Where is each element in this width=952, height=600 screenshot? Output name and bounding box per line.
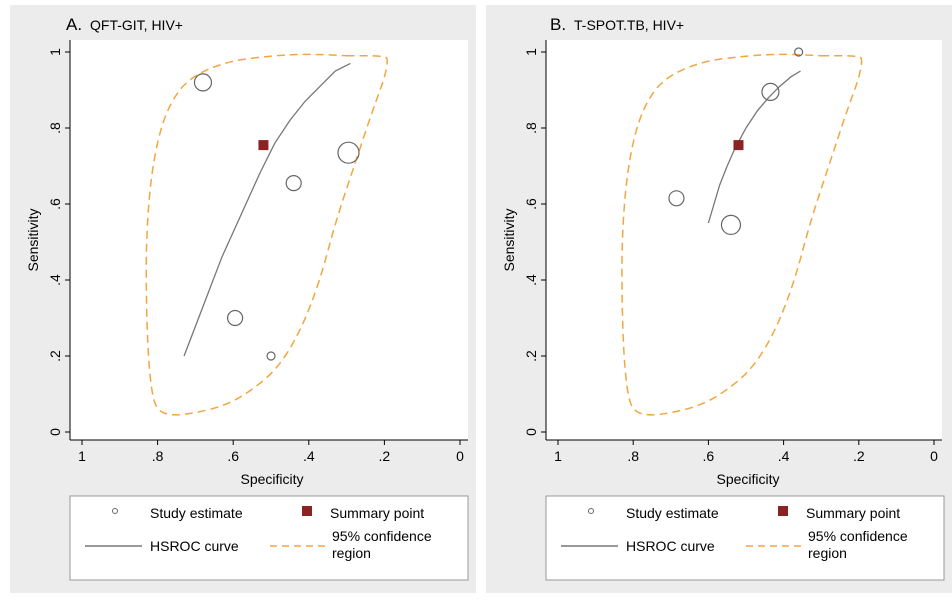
- study-point-a: [193, 73, 213, 92]
- legend-b-box: [545, 495, 945, 581]
- study-point-a: [337, 141, 360, 164]
- y-tick-label-b: 0: [523, 428, 539, 436]
- study-point-b: [668, 190, 685, 207]
- plot-a-area: [70, 40, 468, 440]
- x-tick-label-b: 1: [554, 448, 562, 464]
- chart-b-title-letter: B.: [550, 15, 566, 34]
- legend-b-summary-marker: [778, 506, 788, 516]
- confidence-region-a: [145, 53, 388, 416]
- x-tick-label-a: .8: [152, 448, 164, 464]
- x-tick-label-b: .8: [627, 448, 639, 464]
- summary-point-a: [258, 140, 269, 151]
- chart-b-title: T-SPOT.TB, HIV+: [574, 17, 684, 33]
- hsroc-curve-a: [183, 62, 351, 357]
- confidence-region-b: [621, 53, 863, 416]
- x-tick-label-b: .4: [778, 448, 790, 464]
- chart-a-ylabel: Sensitivity: [25, 208, 41, 271]
- y-tick-label-a: 0: [47, 428, 63, 436]
- chart-a-title-letter: A.: [66, 15, 82, 34]
- legend-b: Study estimate Summary point HSROC curve…: [545, 495, 945, 581]
- legend-a-study-marker: [112, 508, 118, 514]
- legend-b-study-marker: [588, 508, 594, 514]
- chart-a-xlabel: Specificity: [240, 471, 303, 487]
- y-tick-label-b: .2: [523, 350, 539, 362]
- x-tick-label-b: 0: [930, 448, 938, 464]
- legend-a-confidence-label-1: 95% confidence: [332, 528, 432, 544]
- x-tick-label-a: .2: [379, 448, 391, 464]
- y-tick-label-b: .8: [523, 122, 539, 134]
- x-tick-label-a: 0: [456, 448, 464, 464]
- y-tick-label-b: .4: [523, 274, 539, 286]
- y-tick-label-a: .8: [47, 122, 63, 134]
- study-point-b: [794, 47, 804, 57]
- legend-a-confidence-label-2: region: [332, 545, 371, 561]
- chart-a-svg: A. QFT-GIT, HIV+ Specificity Sensitivity…: [10, 5, 476, 593]
- chart-b-xlabel: Specificity: [716, 471, 779, 487]
- legend-a-summary-label: Summary point: [330, 505, 424, 521]
- y-tick-label-b: 1: [523, 48, 539, 56]
- legend-a-box: [69, 495, 469, 581]
- summary-point-b: [733, 140, 744, 151]
- chart-b-svg: B. T-SPOT.TB, HIV+ Specificity Sensitivi…: [486, 5, 952, 593]
- plot-b-area: [546, 40, 942, 440]
- legend-b-confidence-label-2: region: [808, 545, 847, 561]
- y-tick-label-a: 1: [47, 48, 63, 56]
- study-point-a: [266, 351, 276, 361]
- hsroc-curve-b: [707, 70, 801, 224]
- x-tick-label-a: .6: [227, 448, 239, 464]
- study-point-b: [720, 214, 742, 235]
- x-tick-label-b: .2: [853, 448, 865, 464]
- study-point-b: [761, 82, 780, 102]
- study-point-a: [226, 309, 244, 327]
- x-tick-label-b: .6: [703, 448, 715, 464]
- study-point-a: [285, 175, 302, 192]
- legend-b-study-label: Study estimate: [626, 505, 719, 521]
- y-tick-label-a: .6: [47, 198, 63, 210]
- legend-b-summary-label: Summary point: [806, 505, 900, 521]
- panel-a: A. QFT-GIT, HIV+ Specificity Sensitivity…: [10, 5, 476, 593]
- panel-b: B. T-SPOT.TB, HIV+ Specificity Sensitivi…: [476, 0, 952, 600]
- legend-a-curve-label: HSROC curve: [150, 538, 239, 554]
- y-tick-label-a: .4: [47, 274, 63, 286]
- legend-a: Study estimate Summary point HSROC curve…: [69, 495, 469, 581]
- legend-a-study-label: Study estimate: [150, 505, 243, 521]
- chart-a-title: QFT-GIT, HIV+: [90, 17, 183, 33]
- x-tick-label-a: 1: [78, 448, 86, 464]
- legend-a-summary-marker: [302, 506, 312, 516]
- legend-b-confidence-label-1: 95% confidence: [808, 528, 908, 544]
- legend-b-curve-label: HSROC curve: [626, 538, 715, 554]
- chart-b-ylabel: Sensitivity: [501, 208, 517, 271]
- x-tick-label-a: .4: [303, 448, 315, 464]
- y-tick-label-b: .6: [523, 198, 539, 210]
- y-tick-label-a: .2: [47, 350, 63, 362]
